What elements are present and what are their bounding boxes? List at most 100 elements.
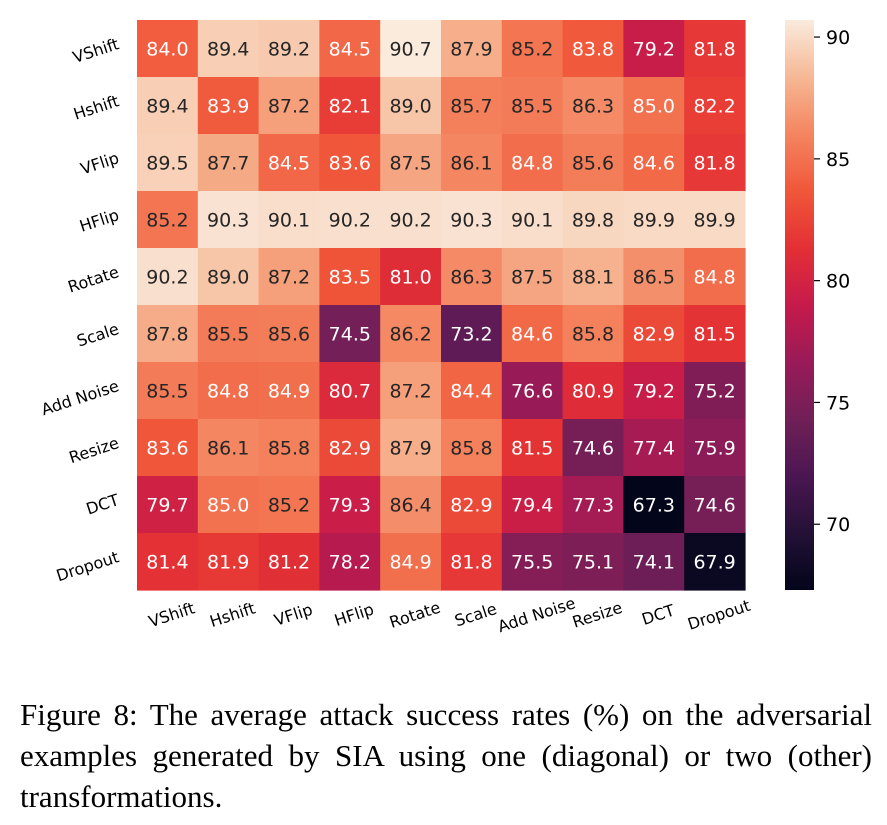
cell-value-label: 82.9 — [450, 495, 492, 517]
cell-value-label: 84.5 — [329, 39, 371, 61]
heatmap-cell — [501, 248, 564, 306]
heatmap-cell — [319, 20, 381, 78]
heatmap-cell — [501, 305, 564, 363]
figure-caption: Figure 8: The average attack success rat… — [20, 697, 872, 814]
heatmap-cell — [258, 134, 320, 192]
heatmap-cell — [562, 248, 624, 306]
x-tick-label: VShift — [146, 598, 197, 631]
heatmap-cell — [623, 134, 685, 192]
cell-value-label: 87.9 — [450, 39, 492, 61]
heatmap-cell — [684, 134, 746, 192]
cell-value-label: 82.1 — [329, 96, 371, 118]
heatmap-cell — [319, 362, 381, 420]
cell-value-label: 86.2 — [389, 324, 431, 346]
heatmap-cells: 84.0 89.4 89.2 84.5 90.7 87.9 85.2 83.8 79.2 81.8… — [137, 20, 746, 591]
cell-value-label: 79.7 — [146, 495, 188, 517]
cell-value-label: 81.5 — [693, 324, 735, 346]
cell-value-label: 77.3 — [572, 495, 614, 517]
colorbar-tick-label: 80 — [826, 271, 850, 293]
cell-value-label: 90.2 — [146, 267, 188, 289]
cell-value-label: 75.1 — [572, 552, 614, 574]
y-tick-label: Dropout — [54, 547, 121, 585]
heatmap-cell — [562, 476, 624, 534]
cell-value-label: 82.2 — [693, 96, 735, 118]
heatmap-cell — [441, 533, 503, 591]
cell-value-label: 89.0 — [389, 96, 431, 118]
cell-value-label: 86.5 — [633, 267, 675, 289]
cell-value-label: 81.0 — [389, 267, 431, 289]
y-tick-label: Resize — [67, 433, 122, 467]
cell-value-label: 85.8 — [450, 438, 492, 460]
heatmap-cell — [623, 476, 685, 534]
heatmap-cell — [137, 191, 199, 249]
heatmap-cell — [684, 305, 746, 363]
heatmap-cell — [501, 533, 564, 591]
heatmap-cell — [197, 191, 260, 249]
heatmap-cell — [197, 305, 260, 363]
cell-value-label: 84.6 — [633, 153, 675, 175]
heatmap-cell — [623, 191, 685, 249]
heatmap-cell — [562, 533, 624, 591]
cell-value-label: 87.5 — [511, 267, 553, 289]
colorbar-tick-label: 75 — [826, 392, 850, 414]
cell-value-label: 89.5 — [146, 153, 188, 175]
cell-value-label: 89.8 — [572, 210, 614, 232]
heatmap-cell — [380, 533, 442, 591]
heatmap-cell — [137, 476, 199, 534]
cell-value-label: 84.9 — [389, 552, 431, 574]
heatmap-cell — [684, 20, 746, 78]
heatmap-cell — [258, 419, 320, 477]
cell-value-label: 85.2 — [146, 210, 188, 232]
heatmap-cell — [623, 248, 685, 306]
cell-value-label: 90.3 — [450, 210, 492, 232]
heatmap-cell — [137, 362, 199, 420]
cell-value-label: 85.2 — [268, 495, 310, 517]
heatmap-cell — [501, 20, 564, 78]
heatmap-cell — [380, 20, 442, 78]
cell-value-label: 82.9 — [329, 438, 371, 460]
heatmap-cell — [319, 476, 381, 534]
heatmap-cell — [380, 419, 442, 477]
cell-value-label: 89.9 — [693, 210, 735, 232]
heatmap-cell — [380, 77, 442, 135]
cell-value-label: 89.2 — [268, 39, 310, 61]
cell-value-label: 87.2 — [389, 381, 431, 403]
heatmap-cell — [441, 248, 503, 306]
cell-value-label: 75.9 — [693, 438, 735, 460]
cell-value-label: 74.5 — [329, 324, 371, 346]
cell-value-label: 81.8 — [693, 153, 735, 175]
heatmap-cell — [501, 476, 564, 534]
x-tick-label: Add Noise — [495, 593, 577, 636]
cell-value-label: 85.8 — [268, 438, 310, 460]
cell-value-label: 73.2 — [450, 324, 492, 346]
cell-value-label: 84.8 — [207, 381, 249, 403]
cell-value-label: 87.7 — [207, 153, 249, 175]
heatmap-cell — [501, 419, 564, 477]
heatmap-cell — [562, 20, 624, 78]
cell-value-label: 81.4 — [146, 552, 188, 574]
heatmap-cell — [623, 20, 685, 78]
cell-value-label: 85.0 — [207, 495, 249, 517]
heatmap-cell — [684, 362, 746, 420]
cell-value-label: 84.8 — [693, 267, 735, 289]
cell-value-label: 84.8 — [511, 153, 553, 175]
heatmap-cell — [137, 77, 199, 135]
cell-value-label: 76.6 — [511, 381, 553, 403]
x-tick-label: Rotate — [387, 598, 443, 632]
cell-value-label: 89.9 — [633, 210, 675, 232]
cell-value-label: 90.2 — [329, 210, 371, 232]
cell-value-label: 80.7 — [329, 381, 371, 403]
cell-value-label: 75.2 — [693, 381, 735, 403]
heatmap-cell — [501, 134, 564, 192]
heatmap-cell — [441, 77, 503, 135]
cell-value-label: 83.8 — [572, 39, 614, 61]
cell-value-label: 85.6 — [572, 153, 614, 175]
heatmap-cell — [137, 419, 199, 477]
cell-value-label: 86.3 — [572, 96, 614, 118]
y-tick-label: Hshift — [71, 91, 121, 123]
heatmap-cell — [197, 419, 260, 477]
cell-value-label: 87.8 — [146, 324, 188, 346]
cell-value-label: 81.8 — [450, 552, 492, 574]
heatmap-cell — [258, 20, 320, 78]
